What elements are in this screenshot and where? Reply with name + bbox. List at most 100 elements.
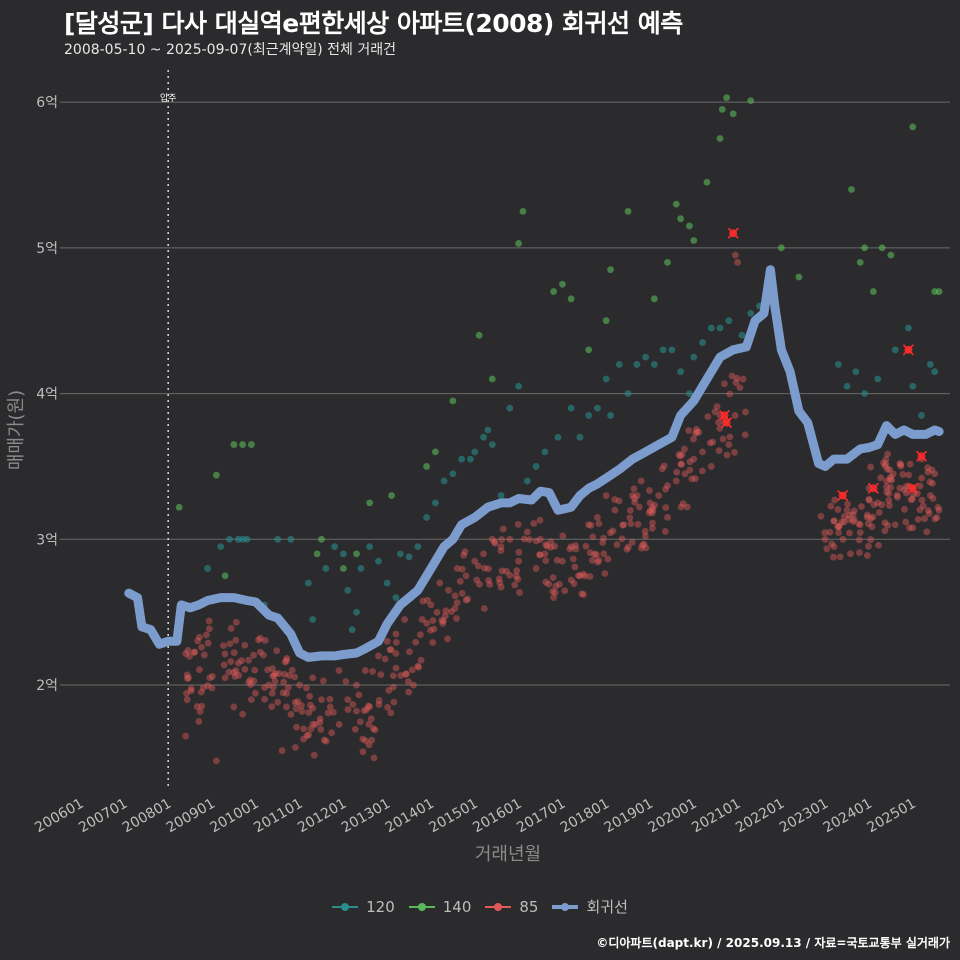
point-85 (626, 507, 634, 514)
point-85 (256, 634, 264, 642)
point-85 (646, 507, 654, 514)
point-85 (344, 696, 352, 704)
point-85 (551, 589, 559, 597)
point-85 (741, 431, 749, 439)
point-140 (449, 397, 457, 405)
point-85 (296, 681, 303, 689)
point-85 (559, 532, 567, 540)
point-85 (523, 528, 531, 536)
point-85 (679, 500, 687, 508)
point-85 (704, 413, 712, 421)
point-85 (415, 663, 423, 671)
point-85 (641, 532, 649, 540)
point-85 (726, 390, 734, 398)
point-85 (934, 503, 942, 511)
point-120 (353, 608, 360, 616)
point-85 (926, 492, 934, 499)
point-120 (344, 586, 352, 594)
point-120 (375, 557, 382, 565)
point-140 (729, 110, 737, 118)
point-85 (582, 542, 590, 550)
point-85 (490, 538, 498, 546)
point-85 (926, 478, 934, 486)
point-85 (408, 666, 416, 674)
point-85 (830, 517, 838, 525)
point-85 (642, 544, 650, 552)
point-140 (624, 207, 632, 215)
point-85 (875, 541, 882, 549)
point-85 (690, 455, 698, 463)
x-tick-label: 202401 (821, 796, 875, 837)
point-85 (835, 522, 843, 530)
point-85 (655, 492, 663, 499)
point-85 (578, 590, 586, 598)
point-140 (723, 94, 731, 102)
point-85 (283, 703, 290, 711)
x-tick-label: 201701 (514, 796, 568, 837)
point-85 (385, 686, 393, 694)
point-85 (883, 488, 891, 496)
point-85 (677, 503, 685, 511)
point-85 (365, 720, 373, 728)
point-85 (370, 754, 378, 762)
point-85 (628, 538, 636, 546)
point-85 (635, 503, 643, 511)
point-120 (287, 535, 295, 543)
point-85 (401, 616, 409, 623)
point-85 (316, 715, 324, 723)
point-85 (592, 551, 600, 558)
point-140 (777, 244, 785, 252)
point-120 (497, 492, 505, 499)
legend-item: 140 (408, 896, 471, 917)
point-85 (880, 459, 887, 467)
point-85 (225, 668, 233, 676)
point-85 (589, 533, 597, 541)
point-85 (863, 513, 871, 521)
point-120 (891, 346, 899, 354)
point-120 (506, 404, 514, 412)
point-85 (294, 698, 302, 705)
point-85 (609, 527, 617, 535)
point-120 (926, 361, 934, 368)
point-85 (497, 543, 505, 550)
point-85 (309, 674, 317, 682)
point-120 (471, 448, 479, 456)
point-120 (488, 441, 496, 448)
point-140 (672, 200, 680, 208)
point-85 (318, 696, 325, 704)
y-axis-label: 매매가(원) (6, 390, 27, 470)
point-85 (626, 514, 634, 522)
point-120 (642, 353, 649, 361)
point-85 (288, 666, 296, 674)
point-120 (226, 535, 233, 543)
point-85 (515, 557, 522, 565)
point-85 (569, 555, 577, 563)
point-85 (845, 516, 853, 523)
point-85 (230, 668, 238, 676)
point-85 (887, 473, 894, 481)
point-120 (904, 324, 912, 332)
point-85 (268, 689, 276, 697)
point-85 (371, 726, 379, 734)
point-85 (542, 541, 550, 549)
point-85 (328, 729, 336, 737)
point-120 (677, 368, 685, 376)
point-85 (392, 630, 400, 638)
point-85 (551, 542, 558, 550)
point-85 (182, 650, 190, 658)
point-85 (360, 707, 368, 715)
point-85 (285, 672, 293, 679)
point-85 (447, 608, 455, 616)
point-85 (271, 677, 279, 685)
y-tick-label: 6억 (36, 95, 58, 111)
point-85 (681, 470, 689, 478)
y-tick-label: 3억 (36, 532, 58, 548)
point-140 (567, 295, 575, 303)
point-85 (604, 555, 612, 563)
point-85 (918, 496, 926, 504)
point-85 (618, 535, 626, 543)
legend: 120 140 85 회귀선 (0, 896, 960, 917)
point-85 (184, 647, 192, 654)
point-85 (928, 466, 936, 474)
point-140 (475, 331, 483, 339)
